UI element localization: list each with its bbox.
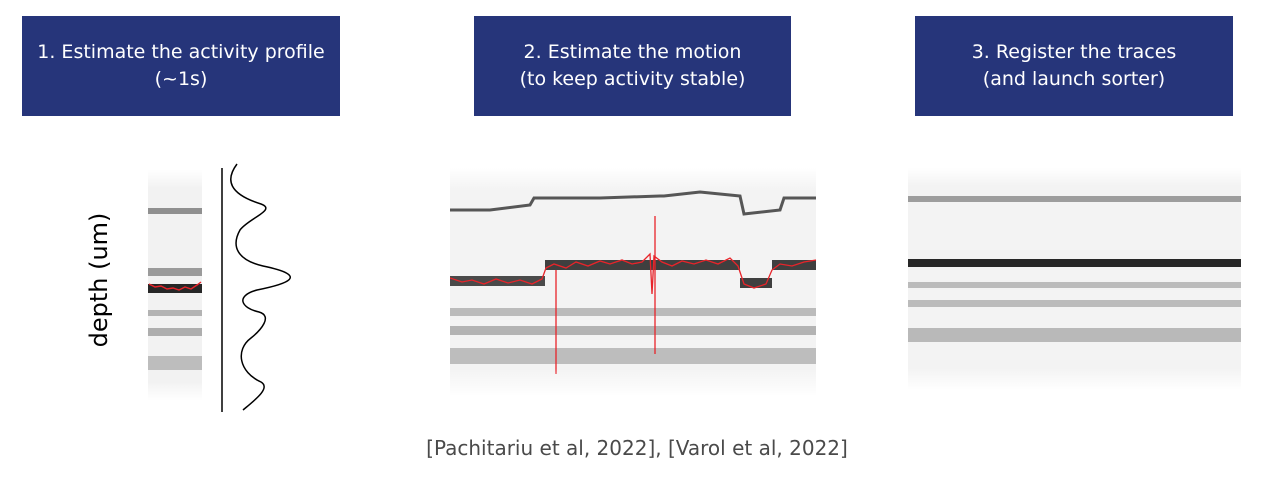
citation: [Pachitariu et al, 2022], [Varol et al, … <box>426 436 848 460</box>
motion-estimation-raster <box>450 168 817 396</box>
activity-profile-plot <box>221 163 291 412</box>
step-3-box: 3. Register the traces (and launch sorte… <box>915 16 1233 116</box>
step-1-title: 1. Estimate the activity profile <box>37 41 325 63</box>
activity-snippet-raster <box>148 170 202 400</box>
step-1-subtitle: (~1s) <box>154 68 208 90</box>
registered-fade <box>908 168 1241 390</box>
activity-profile-curve <box>230 163 291 411</box>
step-2-box: 2. Estimate the motion (to keep activity… <box>474 16 791 116</box>
depth-axis-label: depth (um) <box>85 212 113 348</box>
registered-traces-raster <box>908 168 1241 390</box>
step-3-subtitle: (and launch sorter) <box>982 68 1166 90</box>
step-1-box: 1. Estimate the activity profile (~1s) <box>22 16 340 116</box>
raster-fade <box>450 168 816 396</box>
snippet-fade <box>148 170 202 400</box>
step-3-title: 3. Register the traces <box>971 41 1177 63</box>
step-2-title: 2. Estimate the motion <box>523 41 742 63</box>
step-2-subtitle: (to keep activity stable) <box>519 68 746 90</box>
